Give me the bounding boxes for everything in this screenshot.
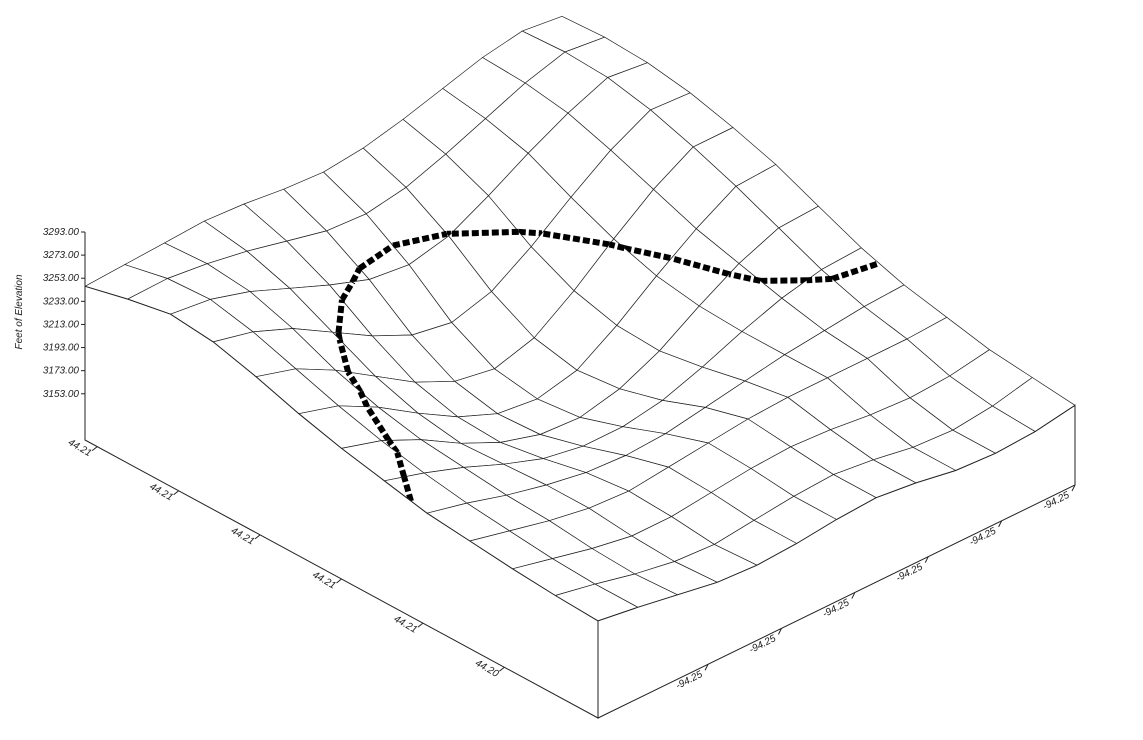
z-axis-title: Feet of Elevation	[14, 274, 25, 349]
page: {"chart_data": { "type": "surface", "zla…	[0, 0, 1143, 740]
z-tick-label: 3253.00	[43, 273, 80, 284]
z-tick-label: 3213.00	[43, 319, 80, 330]
chart: Feet of Elevation 3293.00 3273.00 3253.00 3…	[0, 0, 1143, 740]
z-tick-label: 3173.00	[43, 366, 80, 377]
contour-line	[807, 279, 833, 280]
z-tick-label: 3193.00	[43, 343, 80, 354]
z-tick-label: 3293.00	[43, 227, 80, 238]
z-tick-label: 3153.00	[43, 389, 80, 400]
z-tick-label: 3273.00	[43, 250, 80, 261]
z-tick-label: 3233.00	[43, 296, 80, 307]
